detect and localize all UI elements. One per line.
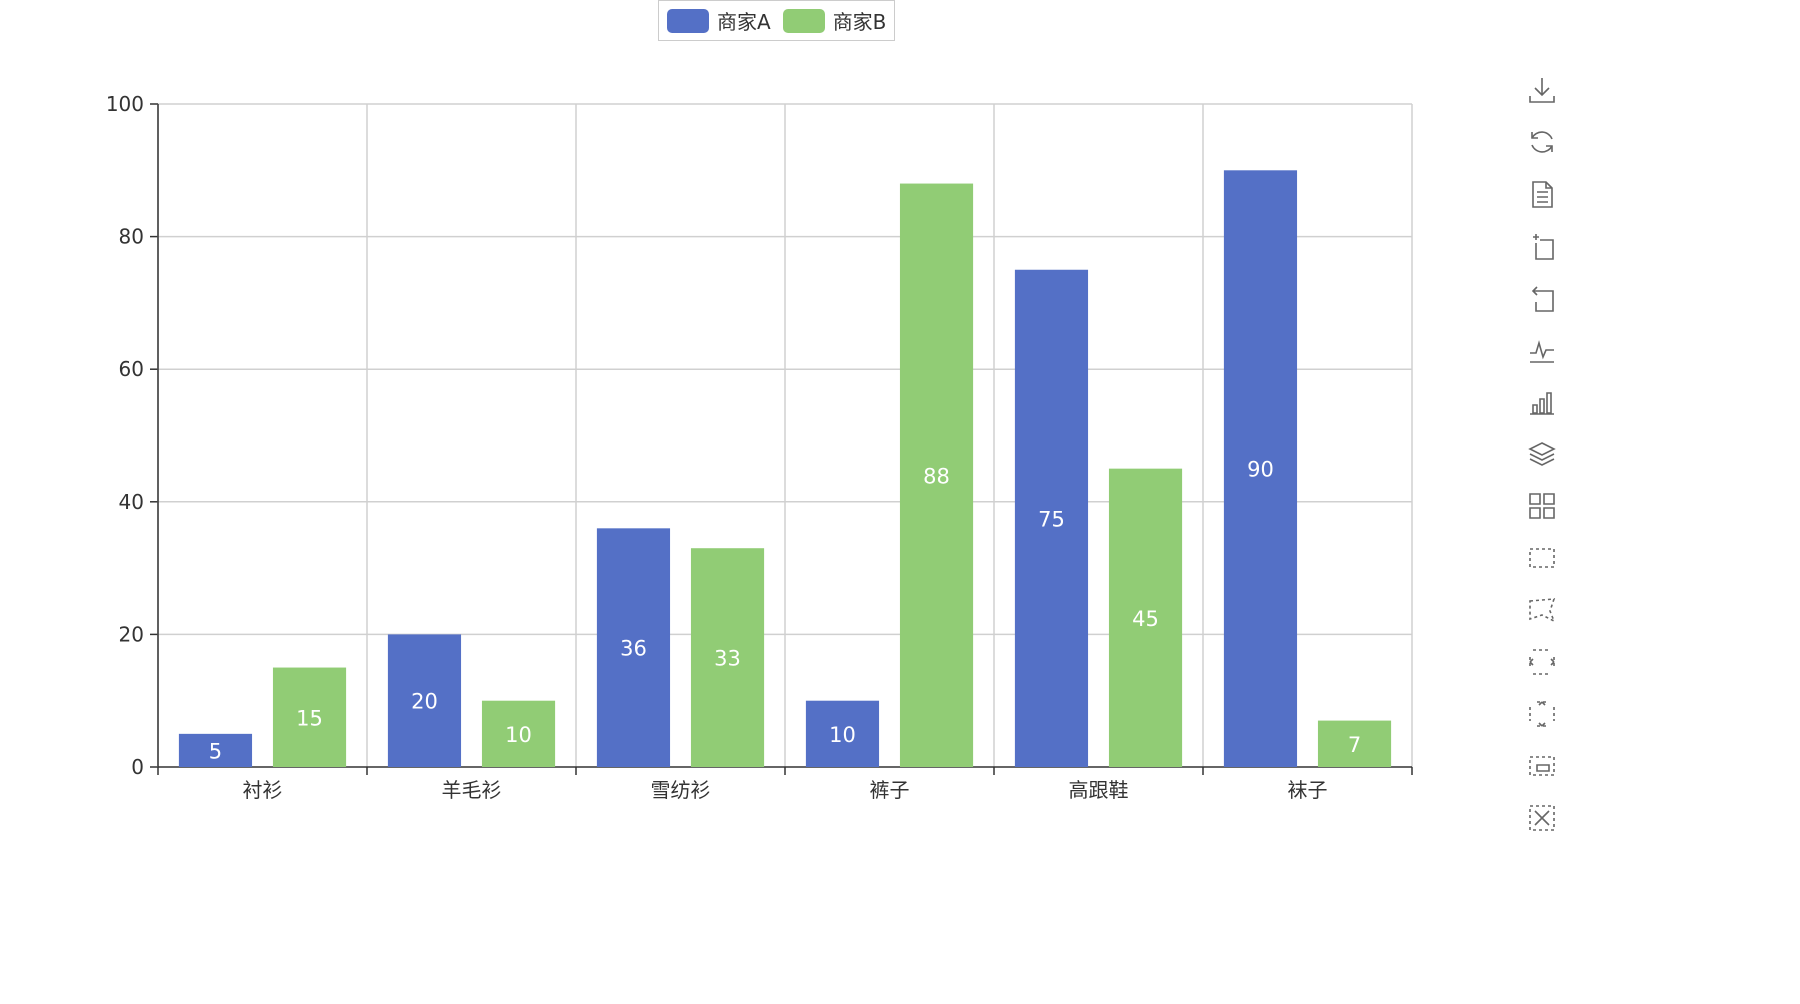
- y-tick-label: 80: [119, 225, 144, 249]
- bar[interactable]: [899, 183, 974, 767]
- legend: 商家A 商家B: [658, 0, 896, 41]
- bar-value-label: 33: [714, 647, 741, 671]
- legend-item[interactable]: 商家B: [782, 6, 887, 35]
- bar-value-label: 10: [829, 723, 856, 747]
- bar[interactable]: [1317, 720, 1392, 767]
- bar-value-label: 15: [296, 706, 323, 730]
- bar[interactable]: [805, 700, 880, 767]
- restore-icon[interactable]: [1522, 116, 1562, 168]
- legend-swatch: [782, 8, 825, 33]
- y-tick-label: 40: [119, 490, 144, 514]
- x-tick-label: 裤子: [870, 778, 910, 802]
- bar[interactable]: [272, 667, 347, 767]
- bar-value-label: 10: [505, 723, 532, 747]
- bar-value-label: 88: [923, 464, 950, 488]
- bar[interactable]: [596, 528, 671, 767]
- x-tick-label: 高跟鞋: [1069, 778, 1129, 802]
- x-tick-label: 羊毛衫: [442, 778, 502, 802]
- y-tick-label: 100: [106, 92, 144, 116]
- toolbox: [1522, 64, 1562, 844]
- bar-value-label: 45: [1132, 607, 1159, 631]
- x-tick-label: 袜子: [1288, 778, 1328, 802]
- bar[interactable]: [1014, 269, 1089, 767]
- bar-value-label: 20: [411, 690, 438, 714]
- bar[interactable]: [481, 700, 556, 767]
- zoom-back-icon[interactable]: [1522, 272, 1562, 324]
- brush-keep-icon[interactable]: [1522, 740, 1562, 792]
- legend-label: 商家A: [717, 10, 771, 34]
- zoom-in-icon[interactable]: [1522, 220, 1562, 272]
- bar-value-label: 36: [620, 637, 647, 661]
- brush-line-x-icon[interactable]: [1522, 636, 1562, 688]
- brush-clear-icon[interactable]: [1522, 792, 1562, 844]
- bar-value-label: 75: [1038, 507, 1065, 531]
- download-icon[interactable]: [1522, 64, 1562, 116]
- bar-value-label: 7: [1348, 733, 1361, 757]
- bar[interactable]: [690, 548, 765, 767]
- bar[interactable]: [178, 733, 253, 767]
- tiled-icon[interactable]: [1522, 480, 1562, 532]
- bar-value-label: 90: [1247, 458, 1274, 482]
- bar[interactable]: [1223, 170, 1298, 768]
- brush-rect-icon[interactable]: [1522, 532, 1562, 584]
- line-type-icon[interactable]: [1522, 324, 1562, 376]
- y-tick-label: 20: [119, 622, 144, 646]
- x-tick-label: 衬衫: [243, 778, 283, 802]
- data-view-icon[interactable]: [1522, 168, 1562, 220]
- legend-swatch: [667, 8, 709, 33]
- brush-line-y-icon[interactable]: [1522, 688, 1562, 740]
- bar-type-icon[interactable]: [1522, 376, 1562, 428]
- bar-value-label: 5: [209, 739, 222, 763]
- bar[interactable]: [1108, 468, 1183, 767]
- bar[interactable]: [387, 634, 462, 767]
- y-tick-label: 0: [131, 755, 144, 779]
- stack-icon[interactable]: [1522, 428, 1562, 480]
- x-tick-label: 雪纺衫: [651, 778, 711, 802]
- legend-label: 商家B: [832, 10, 887, 34]
- y-tick-label: 60: [119, 357, 144, 381]
- legend-item[interactable]: 商家A: [667, 6, 771, 35]
- brush-polygon-icon[interactable]: [1522, 584, 1562, 636]
